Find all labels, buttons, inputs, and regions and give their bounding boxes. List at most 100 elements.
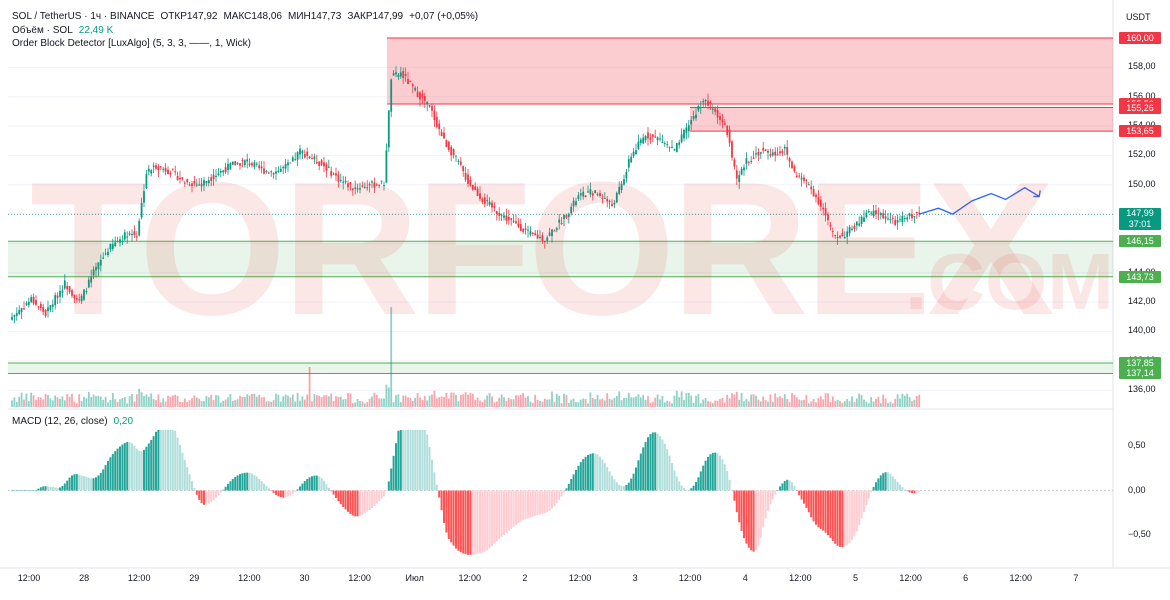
candle xyxy=(659,138,661,140)
volume-bar xyxy=(275,393,277,407)
bear-price-tag: 160,00 xyxy=(1119,32,1161,44)
candle xyxy=(104,253,107,255)
bullish-order-block xyxy=(8,363,1113,374)
macd-bar xyxy=(210,490,213,503)
macd-bar xyxy=(71,475,73,491)
macd-bar xyxy=(23,490,25,492)
macd-bar xyxy=(61,485,64,491)
candle xyxy=(726,125,729,136)
volume-bar xyxy=(683,399,685,407)
macd-bar xyxy=(807,490,810,513)
volume-bar xyxy=(815,402,817,407)
candle xyxy=(654,136,657,138)
volume-bar xyxy=(572,398,575,407)
volume-bar xyxy=(222,400,225,407)
volume-bar xyxy=(836,399,839,407)
forecast-polyline xyxy=(919,186,1040,215)
candle xyxy=(169,172,172,175)
volume-bar xyxy=(179,401,181,407)
volume-bar xyxy=(452,392,455,407)
volume-bar xyxy=(337,396,340,407)
candle xyxy=(474,186,477,190)
volume-bar xyxy=(843,401,846,407)
candle xyxy=(596,194,599,196)
candle xyxy=(44,310,47,316)
candle xyxy=(486,200,489,202)
symbol-name[interactable]: SOL / TetherUS · 1ч · BINANCE xyxy=(12,11,155,22)
candle xyxy=(347,183,349,188)
macd-bar xyxy=(630,478,633,491)
candle xyxy=(651,134,654,137)
candle xyxy=(157,166,160,170)
candle xyxy=(147,168,150,172)
volume-bar xyxy=(527,396,529,407)
candle xyxy=(332,173,335,175)
volume-bar xyxy=(284,394,287,407)
volume-bar xyxy=(587,403,589,407)
candle xyxy=(567,214,570,217)
time-tick-label: Июл xyxy=(405,573,424,583)
macd-label[interactable]: MACD (12, 26, close) xyxy=(12,416,108,427)
candle xyxy=(83,289,85,300)
candle xyxy=(863,217,865,222)
volume-bar xyxy=(119,399,121,407)
candle xyxy=(615,192,618,203)
macd-bar xyxy=(215,490,217,498)
volume-bar xyxy=(493,402,496,407)
macd-bar xyxy=(159,430,162,491)
volume-bar xyxy=(567,402,570,407)
volume-bar xyxy=(560,403,563,407)
volume-bar xyxy=(752,394,755,407)
macd-bar xyxy=(318,476,321,491)
volume-bar xyxy=(608,398,611,407)
volume-bar xyxy=(877,396,880,407)
candle xyxy=(906,217,909,220)
candle xyxy=(421,93,424,98)
volume-bar xyxy=(735,391,738,407)
volume-bar xyxy=(85,398,88,407)
candle xyxy=(385,150,388,183)
volume-bar xyxy=(495,401,498,407)
macd-bar xyxy=(651,432,654,491)
indicator-name[interactable]: Order Block Detector [LuxAlgo] (5, 3, 3,… xyxy=(12,38,251,49)
volume-bar xyxy=(87,391,90,407)
candle xyxy=(80,295,83,302)
time-tick-label: 12:00 xyxy=(1009,573,1033,583)
candle xyxy=(428,105,431,107)
candle xyxy=(635,150,637,155)
candle xyxy=(186,179,189,183)
candle xyxy=(865,212,868,218)
macd-bar xyxy=(767,490,769,511)
volume-bar xyxy=(419,397,421,407)
volume-bar xyxy=(368,398,371,407)
candle xyxy=(25,303,28,305)
candle xyxy=(911,214,913,219)
macd-bar xyxy=(579,462,582,491)
candle xyxy=(620,183,623,191)
volume-bar xyxy=(755,395,757,407)
macd-bar xyxy=(656,433,659,491)
volume-label[interactable]: Объём · SOL xyxy=(12,25,73,36)
currency-label[interactable]: USDT xyxy=(1126,12,1151,22)
macd-bar xyxy=(397,430,400,491)
candle xyxy=(248,163,251,165)
candle xyxy=(349,182,352,185)
macd-bar xyxy=(145,446,148,491)
candle xyxy=(575,201,577,205)
candle xyxy=(373,182,376,188)
macd-bar xyxy=(483,490,486,552)
candle xyxy=(193,180,196,184)
candle xyxy=(231,161,234,165)
macd-bar xyxy=(440,490,443,511)
candle xyxy=(668,146,671,148)
candle xyxy=(327,166,330,168)
macd-bar xyxy=(327,487,330,491)
volume-bar xyxy=(817,398,820,407)
macd-bar xyxy=(373,490,376,506)
volume-bar xyxy=(707,401,709,407)
candle xyxy=(320,160,323,165)
candle xyxy=(745,158,748,164)
candle xyxy=(73,294,76,299)
macd-bar xyxy=(755,490,757,550)
